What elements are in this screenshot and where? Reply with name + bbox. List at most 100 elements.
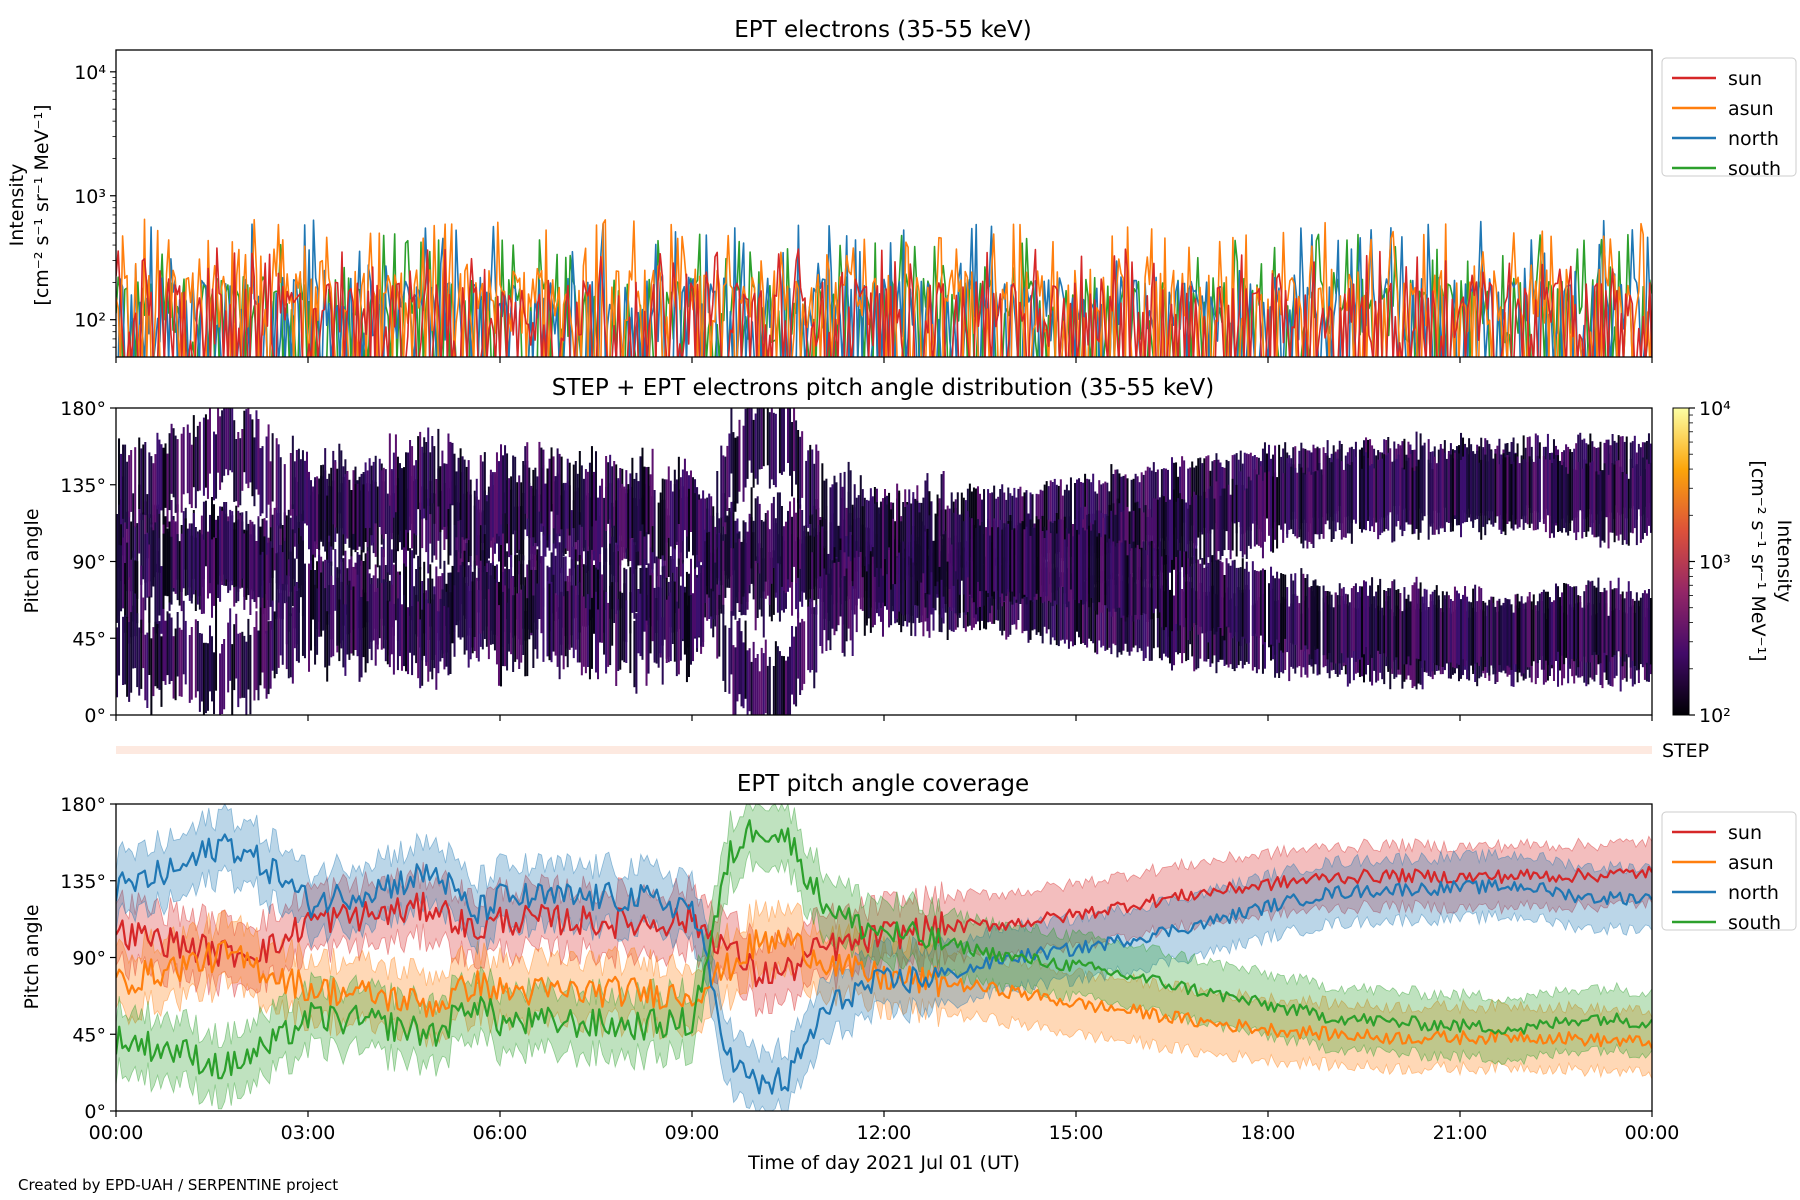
- pad-cell: [671, 491, 674, 573]
- pad-cell: [1522, 459, 1525, 530]
- pad-cell: [930, 501, 933, 573]
- pad-cell: [655, 598, 658, 664]
- pad-cell: [402, 467, 406, 548]
- pad-cell: [649, 575, 652, 654]
- pad-cell: [857, 495, 860, 557]
- pad-cell: [784, 521, 787, 594]
- pad-cell: [1466, 596, 1469, 661]
- pad-cell: [1152, 548, 1155, 614]
- pad-cell: [1191, 557, 1194, 628]
- pad-cell: [1433, 456, 1436, 535]
- pad-cell: [277, 552, 280, 618]
- pad-cell: [1377, 585, 1380, 651]
- pad-cell: [1047, 486, 1050, 554]
- pad-cell: [1185, 551, 1188, 618]
- pad-cell: [853, 484, 856, 558]
- pad-cell: [1575, 470, 1578, 541]
- pad-cell: [615, 544, 618, 614]
- pad-cell: [1338, 583, 1341, 664]
- pad-cell: [532, 546, 535, 623]
- pad-cell: [1162, 496, 1165, 565]
- pad-cell: [1272, 575, 1275, 647]
- pad-cell: [661, 478, 664, 556]
- pad-cell: [772, 412, 775, 485]
- pad-cell: [245, 641, 248, 715]
- pad-cell: [1484, 602, 1487, 667]
- pad-cell: [786, 656, 790, 715]
- pad-cell: [1449, 454, 1452, 532]
- x-tick-label: 21:00: [1433, 1122, 1488, 1144]
- pad-cell: [1358, 449, 1361, 523]
- pad-cell: [588, 549, 591, 621]
- pad-cell: [1583, 591, 1586, 657]
- pad-cell: [370, 465, 373, 536]
- pad-cell: [473, 560, 476, 637]
- pad-cell: [1641, 593, 1644, 668]
- pad-cell: [657, 502, 660, 577]
- pad-cell: [429, 452, 432, 515]
- pad-cell: [1460, 460, 1463, 538]
- pad-cell: [1059, 479, 1062, 559]
- pad-cell: [795, 420, 798, 485]
- pad-cell: [453, 510, 456, 587]
- pad-cell: [1245, 561, 1248, 644]
- pad-cell: [1067, 569, 1070, 649]
- pad-cell: [257, 630, 260, 701]
- pad-cell: [221, 410, 224, 483]
- pad-cell: [1389, 588, 1392, 669]
- pad-cell: [1320, 469, 1323, 534]
- pad-cell: [801, 510, 804, 592]
- pad-cell: [1579, 432, 1582, 511]
- pad-cell: [776, 534, 779, 613]
- step-label: STEP: [1662, 740, 1709, 762]
- pad-cell: [631, 539, 634, 613]
- pad-cell: [1132, 541, 1135, 622]
- pad-cell: [235, 613, 238, 679]
- pad-cell: [1059, 519, 1062, 586]
- pad-cell: [162, 447, 165, 525]
- pad-cell: [400, 604, 403, 671]
- panel3-ylabel: Pitch angle: [21, 904, 43, 1009]
- pad-cell: [1160, 556, 1163, 628]
- pad-cell: [1393, 460, 1396, 542]
- pad-cell: [1148, 541, 1151, 620]
- pad-cell: [1643, 469, 1646, 533]
- pad-cell: [291, 529, 294, 607]
- pad-cell: [677, 558, 680, 630]
- pad-cell: [564, 482, 567, 549]
- pad-cell: [938, 539, 941, 615]
- pad-cell: [629, 592, 632, 674]
- pad-cell: [1445, 458, 1448, 523]
- pad-cell: [942, 471, 945, 537]
- pad-cell: [1080, 566, 1083, 644]
- pad-cell: [358, 600, 361, 682]
- pad-cell: [1367, 595, 1370, 665]
- panel-pitch-angle-distribution: STEP + EPT electrons pitch angle distrib…: [21, 375, 1795, 727]
- pad-cell: [663, 565, 666, 640]
- pad-cell: [1128, 583, 1131, 656]
- pad-cell: [140, 619, 143, 689]
- pad-cell: [243, 410, 246, 473]
- pad-cell: [1587, 465, 1590, 532]
- pad-cell: [360, 597, 363, 678]
- pad-cell: [811, 608, 814, 670]
- pad-cell: [619, 540, 622, 609]
- pad-cell: [641, 495, 644, 571]
- pad-cell: [679, 585, 682, 661]
- pad-cell: [1061, 520, 1064, 587]
- pad-cell: [269, 621, 272, 689]
- pad-cell: [249, 414, 252, 483]
- pad-cell: [944, 530, 947, 604]
- pad-cell: [1330, 462, 1333, 542]
- pad-cell: [1613, 464, 1616, 543]
- pad-cell: [1649, 462, 1652, 533]
- pad-cell: [1009, 515, 1012, 593]
- pad-cell: [352, 586, 355, 656]
- pad-cell: [999, 519, 1002, 597]
- pad-cell: [1344, 470, 1347, 538]
- pad-cell: [683, 592, 686, 655]
- pad-cell: [1633, 600, 1636, 666]
- pad-cell: [789, 501, 792, 564]
- pad-cell: [1001, 484, 1004, 564]
- pad-cell: [455, 471, 458, 538]
